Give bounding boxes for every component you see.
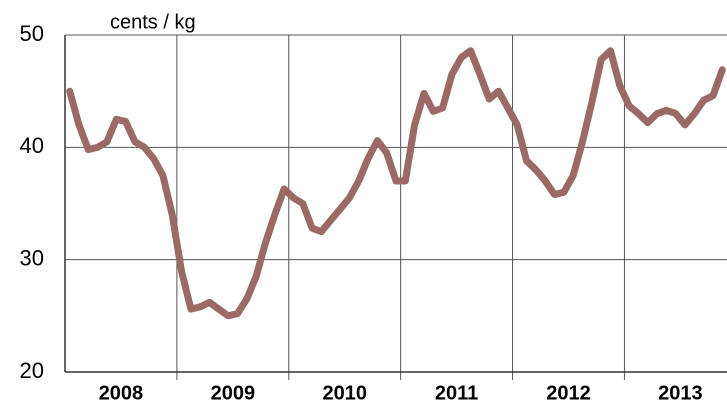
x-tick-label: 2012	[546, 382, 591, 404]
x-tick-label: 2011	[435, 382, 478, 404]
x-tick-label: 2008	[99, 382, 144, 404]
x-tick-label: 2013	[658, 382, 703, 404]
y-tick-label: 30	[20, 245, 44, 270]
y-tick-label: 40	[20, 133, 44, 158]
y-tick-label: 50	[20, 21, 44, 46]
x-tick-label: 2010	[322, 382, 367, 404]
line-series	[66, 47, 726, 320]
y-axis-label: cents / kg	[110, 11, 196, 33]
x-tick-label: 2009	[211, 382, 256, 404]
y-tick-label: 20	[20, 358, 44, 383]
